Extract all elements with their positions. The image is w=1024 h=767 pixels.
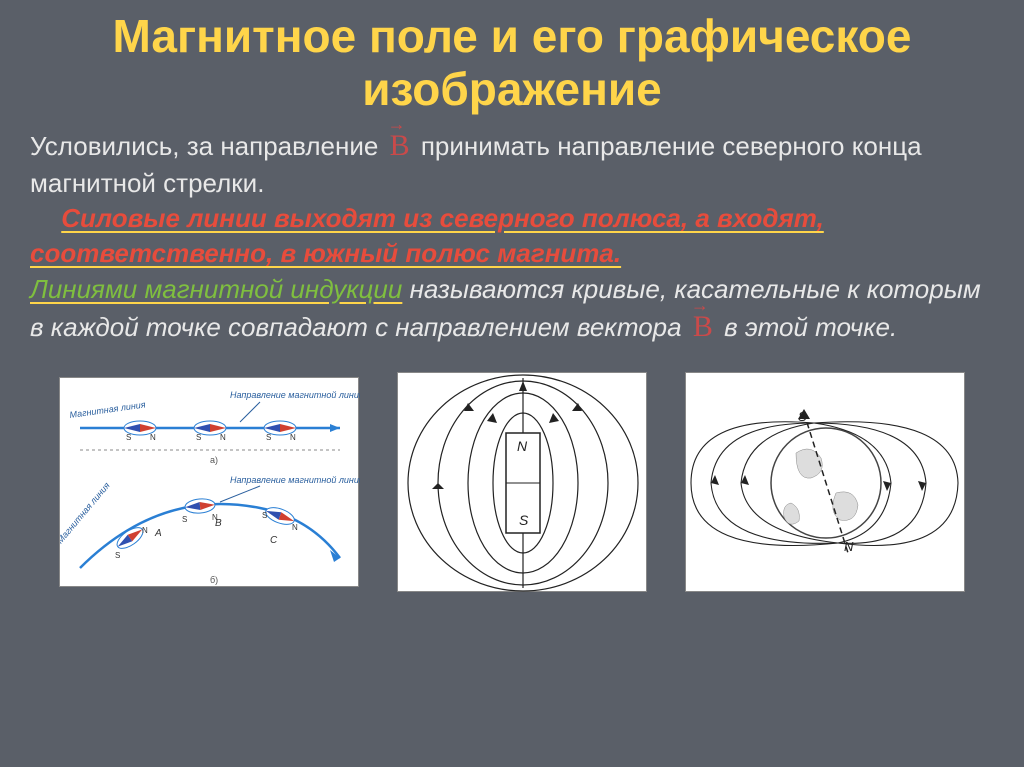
fig2-south: S bbox=[519, 512, 529, 528]
fig2-north: N bbox=[517, 438, 528, 454]
figure-compass-lines: S N S N S N Направление магнитн bbox=[59, 377, 359, 587]
svg-text:S: S bbox=[196, 433, 201, 442]
svg-text:N: N bbox=[150, 433, 156, 442]
svg-text:A: A bbox=[154, 528, 162, 539]
svg-text:S: S bbox=[182, 515, 187, 524]
fig1-panel-b: б) bbox=[210, 575, 218, 585]
svg-text:N: N bbox=[220, 433, 226, 442]
vector-b-symbol-2: B bbox=[689, 307, 717, 348]
svg-text:N: N bbox=[292, 523, 298, 532]
figure-bar-magnet: N S bbox=[397, 372, 647, 592]
text-def-b: в этой точке. bbox=[724, 312, 897, 342]
svg-text:S: S bbox=[262, 511, 267, 520]
slide: Магнитное поле и его графическое изображ… bbox=[0, 0, 1024, 767]
compass-icon: S N bbox=[194, 421, 226, 442]
text-intro-a: Условились, за направление bbox=[30, 131, 386, 161]
slide-title: Магнитное поле и его графическое изображ… bbox=[30, 10, 994, 116]
compass-icon bbox=[184, 498, 215, 515]
svg-text:S: S bbox=[266, 433, 271, 442]
svg-text:S: S bbox=[126, 433, 131, 442]
figure-earth-field: N S bbox=[685, 372, 965, 592]
svg-text:B: B bbox=[215, 518, 222, 529]
fig1-label-left: Магнитная линия bbox=[60, 480, 112, 545]
vector-b-symbol-1: B bbox=[386, 126, 414, 167]
svg-text:S: S bbox=[115, 551, 120, 560]
figures-row: S N S N S N Направление магнитн bbox=[30, 372, 994, 592]
fig1-label-mid: Магнитная линия bbox=[69, 400, 146, 421]
fig1-panel-a: а) bbox=[210, 455, 218, 465]
fig1-label-bottom: Направление магнитной линии в точке B bbox=[230, 475, 360, 485]
body-text: Условились, за направление B принимать н… bbox=[30, 126, 994, 347]
compass-icon: S N bbox=[264, 421, 296, 442]
compass-icon: S N bbox=[124, 421, 156, 442]
svg-text:C: C bbox=[270, 535, 278, 546]
svg-text:N: N bbox=[290, 433, 296, 442]
fig1-label-top: Направление магнитной линии bbox=[230, 390, 360, 400]
svg-text:N: N bbox=[142, 526, 148, 535]
text-highlight-red: Силовые линии выходят из северного полюс… bbox=[30, 203, 824, 268]
text-highlight-green: Линиями магнитной индукции bbox=[30, 274, 402, 304]
